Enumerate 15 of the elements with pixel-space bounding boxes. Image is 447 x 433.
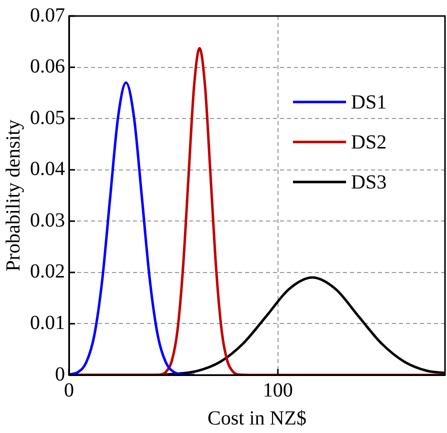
- legend-label: DS3: [351, 171, 387, 194]
- legend-label: DS1: [351, 91, 387, 114]
- y-tick-label: 0.02: [30, 260, 65, 283]
- line-series: [69, 81, 196, 375]
- y-tick-label: 0.07: [30, 4, 65, 26]
- y-tick-label: 0.06: [30, 56, 65, 78]
- y-tick-label: 0: [55, 363, 65, 386]
- x-axis-title: Cost in NZ$: [208, 407, 306, 430]
- y-tick-label: 0.05: [30, 106, 65, 129]
- y-tick-label: 0.03: [30, 209, 65, 232]
- legend-label: DS2: [351, 131, 387, 154]
- y-axis-title: Probability density: [2, 120, 24, 272]
- y-tick-label: 0.01: [30, 312, 65, 334]
- x-tick-label: 100: [262, 379, 293, 402]
- y-tick-label: 0.04: [30, 158, 65, 180]
